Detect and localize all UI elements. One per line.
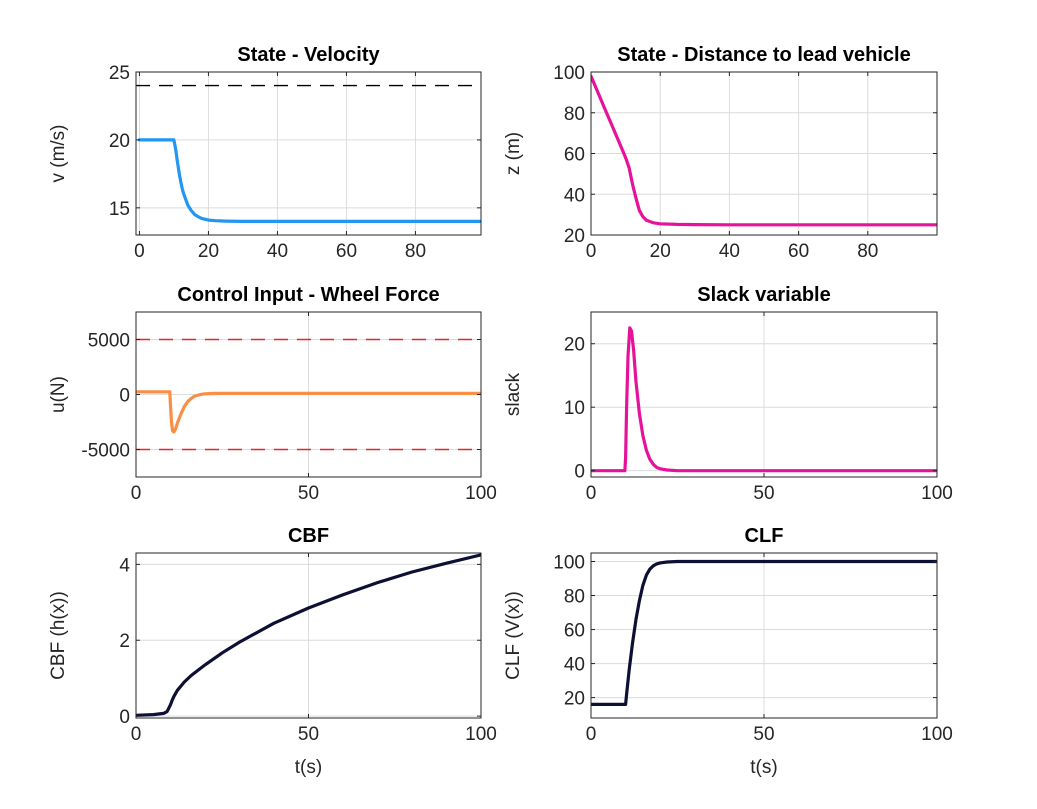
series-line-1 bbox=[136, 553, 481, 717]
x-tick-label: 60 bbox=[788, 241, 809, 262]
subplot-title: CLF bbox=[745, 525, 784, 547]
subplot-title: State - Velocity bbox=[237, 44, 380, 66]
x-tick-label: 0 bbox=[586, 483, 597, 504]
axes-frame bbox=[135, 71, 482, 236]
subplot-6: 0 50 100 20 40 60 80 100 CLF CLF (V(x)) t(s) bbox=[503, 525, 953, 778]
x-tick-label: 100 bbox=[921, 483, 953, 504]
x-tick-label: 50 bbox=[298, 483, 319, 504]
series-line-1 bbox=[591, 326, 937, 473]
y-tick-label: 100 bbox=[553, 553, 585, 574]
x-tick-label: 50 bbox=[753, 724, 774, 745]
x-tick-label: 100 bbox=[465, 483, 497, 504]
x-tick-label: 0 bbox=[134, 241, 145, 262]
subplot-title: State - Distance to lead vehicle bbox=[617, 44, 910, 66]
y-tick-label: 20 bbox=[109, 131, 130, 152]
y-tick-label: 60 bbox=[564, 621, 585, 642]
series-line-1 bbox=[136, 390, 481, 434]
x-tick-label: 0 bbox=[586, 724, 597, 745]
subplot-1: 0 20 40 60 80 15 20 25 State - Velocity v (m/s) bbox=[48, 44, 482, 262]
x-tick-label: 0 bbox=[131, 724, 142, 745]
y-axis-label: slack bbox=[503, 372, 524, 416]
x-tick-label: 0 bbox=[131, 483, 142, 504]
subplot-title: Control Input - Wheel Force bbox=[177, 284, 439, 306]
x-tick-label: 80 bbox=[857, 241, 878, 262]
y-tick-label: 20 bbox=[564, 689, 585, 710]
y-tick-label: 5000 bbox=[88, 331, 130, 352]
x-tick-label: 60 bbox=[336, 241, 357, 262]
x-tick-label: 100 bbox=[465, 724, 497, 745]
y-tick-label: 20 bbox=[564, 226, 585, 247]
y-tick-label: 60 bbox=[564, 145, 585, 166]
x-tick-label: 20 bbox=[650, 241, 671, 262]
y-tick-label: 25 bbox=[109, 63, 130, 84]
series-line-1 bbox=[591, 559, 937, 707]
y-tick-label: 40 bbox=[564, 655, 585, 676]
x-tick-label: 100 bbox=[921, 724, 953, 745]
series-line-1 bbox=[591, 74, 937, 227]
subplot-title: Slack variable bbox=[697, 284, 830, 306]
x-axis-label: t(s) bbox=[295, 757, 322, 778]
y-tick-label: 10 bbox=[564, 398, 585, 419]
x-tick-label: 40 bbox=[267, 241, 288, 262]
x-tick-label: 80 bbox=[405, 241, 426, 262]
subplot-5: 0 50 100 0 2 4 CBF CBF (h(x)) t(s) bbox=[48, 525, 497, 778]
x-tick-label: 40 bbox=[719, 241, 740, 262]
x-axis-label: t(s) bbox=[750, 757, 777, 778]
x-tick-label: 50 bbox=[298, 724, 319, 745]
y-axis-label: CLF (V(x)) bbox=[503, 591, 524, 680]
y-axis-label: z (m) bbox=[503, 132, 524, 175]
y-tick-label: 20 bbox=[564, 335, 585, 356]
y-tick-label: 4 bbox=[119, 555, 130, 576]
y-tick-label: 15 bbox=[109, 199, 130, 220]
subplot-title: CBF bbox=[288, 525, 329, 547]
y-axis-label: CBF (h(x)) bbox=[48, 591, 69, 680]
y-tick-label: 0 bbox=[574, 462, 585, 483]
x-tick-label: 20 bbox=[198, 241, 219, 262]
y-axis-label: u(N) bbox=[48, 376, 69, 413]
y-tick-label: 100 bbox=[553, 63, 585, 84]
y-axis-label: v (m/s) bbox=[48, 124, 69, 182]
y-tick-label: -5000 bbox=[81, 441, 130, 462]
x-tick-label: 50 bbox=[753, 483, 774, 504]
y-tick-label: 40 bbox=[564, 185, 585, 206]
y-tick-label: 80 bbox=[564, 587, 585, 608]
y-tick-label: 0 bbox=[119, 386, 130, 407]
y-tick-label: 80 bbox=[564, 104, 585, 125]
y-tick-label: 2 bbox=[119, 631, 130, 652]
y-tick-label: 0 bbox=[119, 707, 130, 728]
subplot-4: 0 50 100 0 10 20 Slack variable slack bbox=[503, 284, 953, 504]
x-tick-label: 0 bbox=[586, 241, 597, 262]
series-line-1 bbox=[137, 138, 481, 223]
